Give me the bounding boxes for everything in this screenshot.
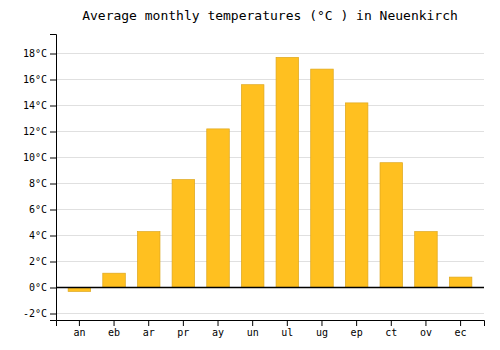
bar [380, 163, 403, 288]
x-axis: an eb ar pr ay un ul ug ep ct ov ec [57, 320, 485, 338]
x-tick-mark [391, 320, 392, 326]
y-tick-label: 4°C [29, 230, 47, 241]
y-tick-label: 16°C [23, 74, 47, 85]
x-tick-label: ct [385, 327, 397, 338]
y-tick-label: 2°C [29, 256, 47, 267]
x-tick-label: eb [108, 327, 120, 338]
bar [415, 232, 438, 288]
grid-line [56, 53, 484, 54]
y-tick: 4°C [29, 230, 56, 241]
x-tick: ct [385, 320, 397, 338]
y-tick-mark [50, 210, 56, 211]
y-tick: 18°C [23, 48, 56, 59]
grid-line [56, 131, 484, 132]
y-tick-label: 18°C [23, 48, 47, 59]
x-tick-mark [114, 320, 115, 326]
y-tick: -2°C [23, 308, 56, 319]
y-tick-mark [50, 288, 56, 289]
y-tick: 14°C [23, 100, 56, 111]
bar [345, 103, 368, 288]
x-tick-label: ec [455, 327, 467, 338]
bar [137, 232, 160, 288]
x-axis-line [57, 321, 485, 327]
x-tick: pr [177, 320, 189, 338]
bar [311, 69, 334, 287]
y-tick-mark [50, 132, 56, 133]
y-tick-mark [50, 158, 56, 159]
x-tick-mark [460, 320, 461, 326]
x-tick-label: un [247, 327, 259, 338]
y-tick-label: 6°C [29, 204, 47, 215]
x-tick-label: ay [212, 327, 224, 338]
bar [172, 180, 195, 288]
bar [103, 273, 126, 287]
grid-line [56, 105, 484, 106]
y-tick-label: 10°C [23, 152, 47, 163]
y-tick-label: 8°C [29, 178, 47, 189]
y-tick-mark [50, 314, 56, 315]
y-tick: 10°C [23, 152, 56, 163]
grid-line [56, 287, 484, 288]
y-tick: 16°C [23, 74, 56, 85]
x-tick-mark [218, 320, 219, 326]
y-tick-mark [50, 236, 56, 237]
x-tick-mark [252, 320, 253, 326]
plot-area: -2°C 0°C 2°C 4°C 6°C 8°C 10°C 12°C 14°C 16°C 18°C a… [23, 35, 485, 339]
bars [56, 57, 484, 291]
y-tick: 0°C [29, 282, 56, 293]
y-tick-label: 14°C [23, 100, 47, 111]
x-tick-mark [183, 320, 184, 326]
x-tick: an [73, 320, 85, 338]
y-tick: 8°C [29, 178, 56, 189]
x-tick-mark [287, 320, 288, 326]
y-tick-mark [50, 80, 56, 81]
x-tick: ec [455, 320, 467, 338]
zero-line [56, 287, 484, 289]
y-tick-mark [50, 262, 56, 263]
x-tick: ar [143, 320, 155, 338]
bar [449, 277, 472, 287]
x-tick-label: ar [143, 327, 155, 338]
y-tick: 12°C [23, 126, 56, 137]
bar [276, 57, 299, 287]
x-tick-mark [321, 320, 322, 326]
y-tick-mark [50, 106, 56, 107]
y-tick-mark [50, 184, 56, 185]
bar [241, 85, 264, 288]
y-tick-label: 0°C [29, 282, 47, 293]
grid-line [56, 183, 484, 184]
x-tick: ul [281, 320, 293, 338]
x-tick: ug [316, 320, 328, 338]
x-tick: eb [108, 320, 120, 338]
y-tick: 2°C [29, 256, 56, 267]
title: Average monthly temperatures (°C ) in Ne… [82, 8, 458, 23]
y-tick-mark [50, 54, 56, 55]
grid [56, 54, 484, 314]
x-tick-mark [148, 320, 149, 326]
y-tick-label: -2°C [23, 308, 47, 319]
grid-line [56, 313, 484, 314]
grid-line [56, 79, 484, 80]
x-tick: ay [212, 320, 224, 338]
x-tick: ov [420, 320, 432, 338]
y-axis-line [50, 35, 57, 321]
grid-line [56, 157, 484, 158]
x-tick-label: pr [177, 327, 189, 338]
chart: -2°C 0°C 2°C 4°C 6°C 8°C 10°C 12°C 14°C 16°C 18°C a… [0, 0, 500, 350]
x-tick-label: ov [420, 327, 432, 338]
x-tick-label: ep [351, 327, 363, 338]
x-tick-label: ug [316, 327, 328, 338]
y-tick-label: 12°C [23, 126, 47, 137]
x-tick-mark [425, 320, 426, 326]
y-axis: -2°C 0°C 2°C 4°C 6°C 8°C 10°C 12°C 14°C 16°C 18°C [23, 35, 57, 321]
x-tick-label: an [73, 327, 85, 338]
grid-line [56, 209, 484, 210]
x-tick-label: ul [281, 327, 293, 338]
x-tick-mark [79, 320, 80, 326]
x-tick: ep [351, 320, 363, 338]
bar [207, 129, 230, 288]
x-tick: un [247, 320, 259, 338]
x-tick-mark [356, 320, 357, 326]
y-tick: 6°C [29, 204, 56, 215]
